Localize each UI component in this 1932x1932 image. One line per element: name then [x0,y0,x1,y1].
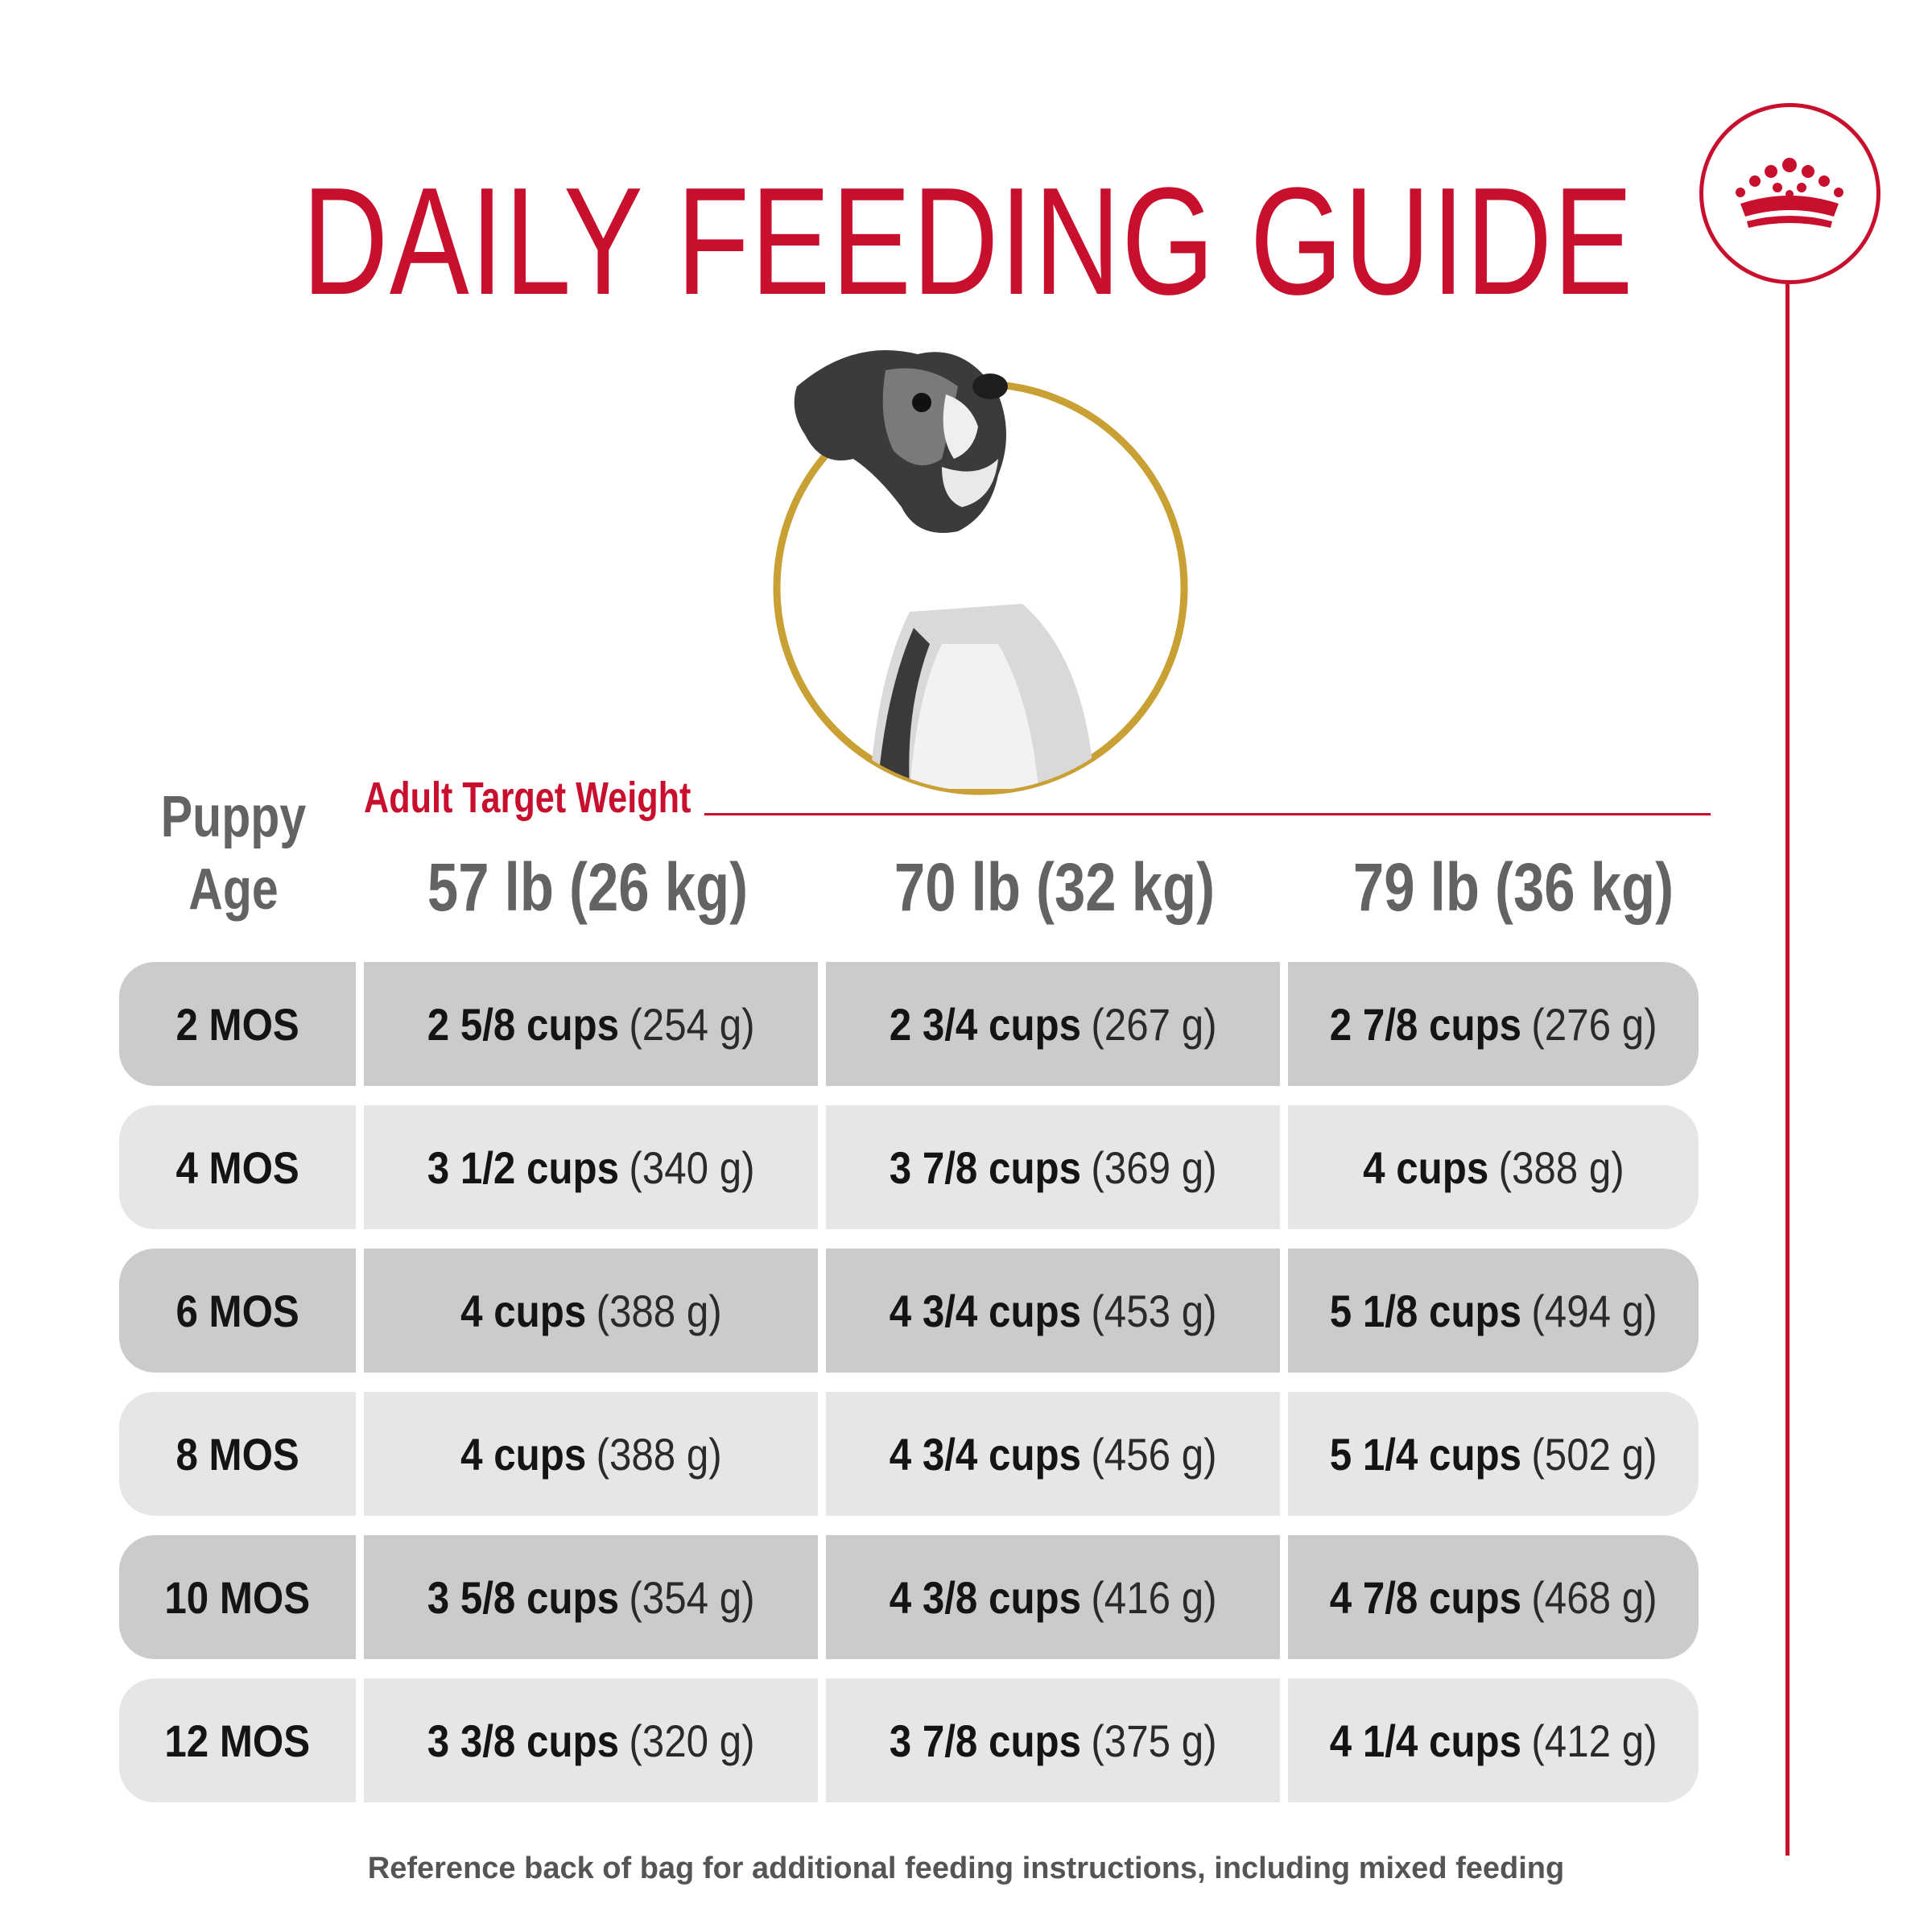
brand-logo [1699,103,1880,284]
footnote: Reference back of bag for additional fee… [367,1852,1565,1885]
table-row: 10 MOS 3 5/8 cups (354 g) 4 3/8 cups (416 … [119,1535,1699,1659]
weight-column-header-2: 70 lb (32 kg) [894,849,1216,925]
amount-cell: 3 7/8 cups (375 g) [826,1678,1280,1802]
table-row: 12 MOS 3 3/8 cups (320 g) 3 7/8 cups (375 … [119,1678,1699,1802]
amount-cell: 4 3/8 cups (416 g) [826,1535,1280,1659]
amount-cell: 3 5/8 cups (354 g) [364,1535,818,1659]
crown-icon [1736,158,1843,228]
amount-cell: 5 1/8 cups (494 g) [1288,1249,1699,1373]
amount-cell: 4 cups (388 g) [1288,1105,1699,1229]
amount-cell: 4 3/4 cups (456 g) [826,1392,1280,1516]
amount-cell: 4 cups (388 g) [364,1392,818,1516]
age-cell: 4 MOS [119,1105,356,1229]
puppy-age-header: Puppy Age [160,785,307,922]
age-cell: 8 MOS [119,1392,356,1516]
amount-cell: 2 3/4 cups (267 g) [826,962,1280,1086]
amount-cell: 4 7/8 cups (468 g) [1288,1535,1699,1659]
amount-cell: 5 1/4 cups (502 g) [1288,1392,1699,1516]
weight-column-header-1: 57 lb (26 kg) [427,849,749,925]
amount-cell: 2 7/8 cups (276 g) [1288,962,1699,1086]
amount-cell: 4 1/4 cups (412 g) [1288,1678,1699,1802]
puppy-photo [757,338,1208,797]
table-row: 8 MOS 4 cups (388 g) 4 3/4 cups (456 g) 5 … [119,1392,1699,1516]
weight-column-header-3: 79 lb (36 kg) [1352,849,1674,925]
age-cell: 6 MOS [119,1249,356,1373]
target-weight-rule [704,813,1711,815]
age-cell: 12 MOS [119,1678,356,1802]
brand-vertical-line [1785,282,1790,1856]
table-row: 4 MOS 3 1/2 cups (340 g) 3 7/8 cups (369 g… [119,1105,1699,1229]
amount-cell: 4 cups (388 g) [364,1249,818,1373]
adult-target-weight-label: Adult Target Weight [364,774,691,822]
table-row: 6 MOS 4 cups (388 g) 4 3/4 cups (453 g) 5 … [119,1249,1699,1373]
age-cell: 2 MOS [119,962,356,1086]
age-cell: 10 MOS [119,1535,356,1659]
page-title: DAILY FEEDING GUIDE [302,156,1634,327]
amount-cell: 3 1/2 cups (340 g) [364,1105,818,1229]
amount-cell: 3 3/8 cups (320 g) [364,1678,818,1802]
amount-cell: 3 7/8 cups (369 g) [826,1105,1280,1229]
amount-cell: 2 5/8 cups (254 g) [364,962,818,1086]
table-row: 2 MOS 2 5/8 cups (254 g) 2 3/4 cups (267 g… [119,962,1699,1086]
amount-cell: 4 3/4 cups (453 g) [826,1249,1280,1373]
